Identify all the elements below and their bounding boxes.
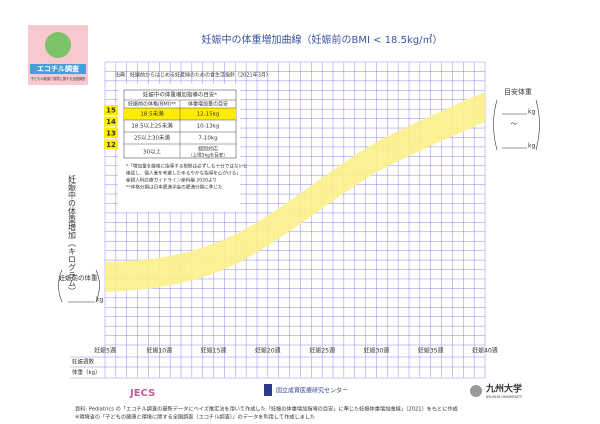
target-tilde: 〜 bbox=[511, 120, 518, 128]
table-cell: 30以上 bbox=[143, 148, 161, 156]
x-label: 妊娠25週 bbox=[309, 347, 335, 355]
logo-band bbox=[30, 64, 86, 74]
target-unit-bottom: kg bbox=[528, 143, 535, 150]
table-note: 確認し、個人差を考慮したゆるやかな指導を心がける」 bbox=[126, 170, 241, 177]
x-label: 妊娠10週 bbox=[146, 347, 172, 355]
pre-weight-unit: kg bbox=[96, 297, 103, 304]
x-label: 妊娠15週 bbox=[201, 347, 227, 355]
table-header: 体重増加量の目安 bbox=[188, 101, 228, 108]
footer-logo: JECS bbox=[129, 388, 155, 399]
x-label: 妊娠5週 bbox=[94, 347, 116, 355]
side-number-bg bbox=[104, 139, 118, 150]
x-label: 妊娠35週 bbox=[418, 347, 444, 355]
table-title: 妊娠中の体重増加指導の目安* bbox=[143, 91, 218, 99]
table-cell: 18.5以上25未満 bbox=[131, 122, 173, 130]
footer-logo: 九州大学 bbox=[485, 383, 522, 395]
source: 出典：妊娠前からはじめる妊産婦のための食生活指針（2021年3月） bbox=[115, 72, 271, 79]
target-unit-top: kg bbox=[528, 109, 535, 116]
table-cell: 10-13kg bbox=[197, 124, 220, 130]
table-cell: 25以上30未満 bbox=[134, 134, 170, 142]
logo-tagline: 子どもの健康と環境に関する全国調査 bbox=[31, 76, 86, 81]
table-header: 妊娠前の体格(BMI)** bbox=[128, 101, 177, 108]
y-label: 妊娠中の体重増加（キログラム） bbox=[68, 174, 77, 295]
table-note: *「増加量を厳格に指導する根拠は必ずしも十分ではないと bbox=[126, 163, 248, 170]
side-number-bg bbox=[104, 116, 118, 127]
table-note: **体格分類は日本肥満学会の肥満分類に準じた bbox=[126, 184, 223, 191]
footer-logo: KYUSHU UNIVERSITY bbox=[486, 395, 523, 399]
kyushu-icon bbox=[470, 385, 482, 397]
side-number-bg bbox=[104, 105, 118, 115]
ncchd-icon bbox=[264, 384, 272, 396]
table-cell: 個別対応 bbox=[198, 146, 218, 153]
table-cell: 18.5未満 bbox=[140, 110, 164, 118]
title: 妊娠中の体重増加曲線（妊娠前のBMI < 18.5kg/㎡） bbox=[202, 33, 443, 46]
table-cell: 12-15kg bbox=[197, 112, 220, 118]
side-number-bg bbox=[104, 128, 118, 138]
side-number: 13 bbox=[106, 130, 116, 138]
side-number: 15 bbox=[106, 107, 116, 115]
pre-weight-label: 妊娠前の体重 bbox=[59, 273, 99, 282]
gain-band bbox=[105, 92, 485, 292]
footer-line: 資料: Pediatrics の「エコチル調査の最新データにベイズ推定法を用いて… bbox=[75, 405, 458, 413]
side-number: 14 bbox=[106, 118, 116, 126]
logo-name: エコチル調査 bbox=[37, 64, 80, 73]
x-label: 妊娠20週 bbox=[255, 347, 281, 355]
x-label: 妊娠30週 bbox=[364, 347, 390, 355]
table-cell: （上限5kgを目安） bbox=[188, 152, 228, 159]
table-cell: 7-10kg bbox=[198, 136, 217, 142]
row-label: 体重（kg） bbox=[72, 368, 101, 376]
side-number: 12 bbox=[106, 141, 116, 149]
target-label: 目安体重 bbox=[504, 87, 532, 96]
footer-logo: 国立成育医療研究センター bbox=[276, 387, 348, 395]
table-note: 産婦人科診療ガイドライン産科編 2020より bbox=[126, 177, 217, 184]
x-label: 妊娠40週 bbox=[472, 347, 498, 355]
footer-line: ※環境省の「子どもの健康と環境に関する全国調査（エコチル調査）」のデータを利用し… bbox=[75, 413, 315, 421]
row-label: 妊娠週数 bbox=[72, 358, 95, 366]
logo-icon bbox=[45, 32, 71, 58]
